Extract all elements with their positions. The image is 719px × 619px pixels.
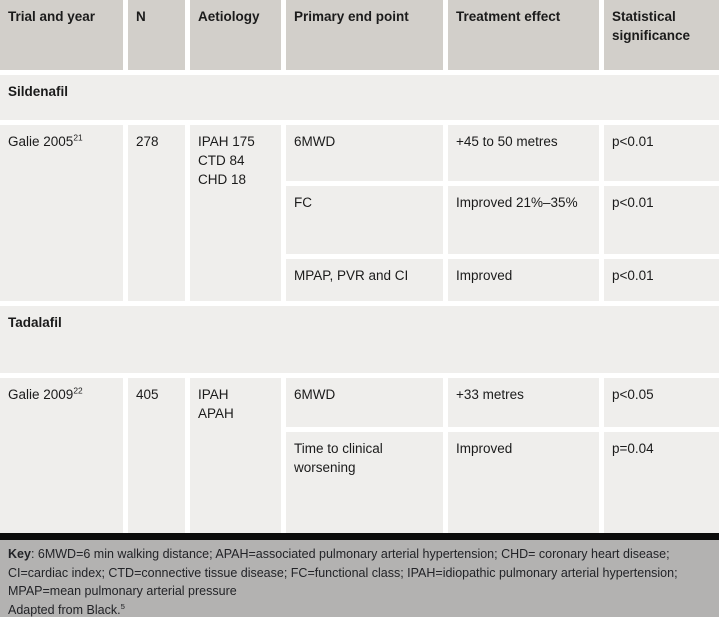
column-header-treatment-effect: Treatment effect xyxy=(448,0,599,70)
table-key-footer: Key: 6MWD=6 min walking distance; APAH=a… xyxy=(0,540,719,617)
effect-cell: +45 to 50 metres xyxy=(448,125,599,181)
trial-name: Galie 2005 xyxy=(8,134,73,149)
aetiology-cell: IPAH 175 CTD 84 CHD 18 xyxy=(190,125,281,301)
abbreviation-key: Key: 6MWD=6 min walking distance; APAH=a… xyxy=(8,545,711,601)
aetiology-line: CHD 18 xyxy=(198,170,273,189)
trial-name: Galie 2009 xyxy=(8,387,73,402)
endpoint-cell: 6MWD xyxy=(286,125,443,181)
n-cell: 278 xyxy=(128,125,185,301)
effect-cell: Improved xyxy=(448,259,599,301)
effect-cell: +33 metres xyxy=(448,378,599,427)
endpoint-cell: 6MWD xyxy=(286,378,443,427)
significance-cell: p<0.01 xyxy=(604,125,719,181)
effect-cell: Improved xyxy=(448,432,599,533)
column-header-n: N xyxy=(128,0,185,70)
trial-cell: Galie 200922 xyxy=(0,378,123,533)
footer-divider xyxy=(0,533,719,540)
trial-cell: Galie 200521 xyxy=(0,125,123,301)
citation-ref: 22 xyxy=(73,386,82,396)
adapted-from-note: Adapted from Black.5 xyxy=(8,601,711,619)
significance-cell: p=0.04 xyxy=(604,432,719,533)
aetiology-line: APAH xyxy=(198,404,273,423)
aetiology-cell: IPAH APAH xyxy=(190,378,281,533)
aetiology-line: IPAH xyxy=(198,385,273,404)
endpoint-cell: FC xyxy=(286,186,443,254)
column-header-trial-and-year: Trial and year xyxy=(0,0,123,70)
aetiology-line: IPAH 175 xyxy=(198,132,273,151)
citation-ref: 21 xyxy=(73,133,82,143)
section-row-sildenafil: Sildenafil xyxy=(0,75,719,120)
column-header-aetiology: Aetiology xyxy=(190,0,281,70)
trials-table: Trial and year N Aetiology Primary end p… xyxy=(0,0,719,533)
aetiology-line: CTD 84 xyxy=(198,151,273,170)
endpoint-cell: Time to clinical worsening xyxy=(286,432,443,533)
significance-cell: p<0.01 xyxy=(604,259,719,301)
key-text: : 6MWD=6 min walking distance; APAH=asso… xyxy=(8,547,678,598)
column-header-primary-end-point: Primary end point xyxy=(286,0,443,70)
section-row-tadalafil: Tadalafil xyxy=(0,306,719,373)
n-cell: 405 xyxy=(128,378,185,533)
endpoint-cell: MPAP, PVR and CI xyxy=(286,259,443,301)
column-header-statistical-significance: Statistical significance xyxy=(604,0,719,70)
key-label: Key xyxy=(8,547,31,561)
significance-cell: p<0.01 xyxy=(604,186,719,254)
effect-cell: Improved 21%–35% xyxy=(448,186,599,254)
significance-cell: p<0.05 xyxy=(604,378,719,427)
adapted-ref: 5 xyxy=(121,601,125,610)
